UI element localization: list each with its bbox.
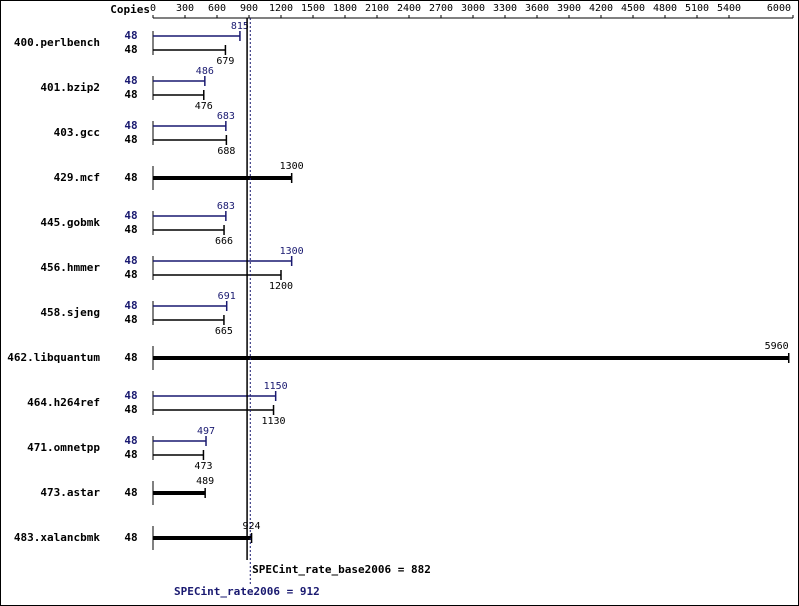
x-tick-label: 5100 xyxy=(685,3,709,14)
x-axis-label: Copies xyxy=(110,3,150,16)
copies: 48 xyxy=(124,448,137,461)
x-tick-label: 3300 xyxy=(493,3,517,14)
copies: 48 xyxy=(124,531,137,544)
copies: 48 xyxy=(124,299,137,312)
peak-label: SPECint_rate2006 = 912 xyxy=(174,585,320,598)
copies: 48 xyxy=(124,268,137,281)
copies: 48 xyxy=(124,29,137,42)
x-tick-label: 3900 xyxy=(557,3,581,14)
copies: 48 xyxy=(124,43,137,56)
copies: 48 xyxy=(124,434,137,447)
benchmark-name: 471.omnetpp xyxy=(27,441,100,454)
x-tick-label: 3000 xyxy=(461,3,485,14)
value-label: 688 xyxy=(217,146,235,157)
x-tick-label: 5400 xyxy=(717,3,741,14)
x-tick-label: 4200 xyxy=(589,3,613,14)
x-tick-label: 3600 xyxy=(525,3,549,14)
copies: 48 xyxy=(124,133,137,146)
benchmark-name: 400.perlbench xyxy=(14,36,100,49)
copies: 48 xyxy=(124,171,137,184)
benchmark-name: 429.mcf xyxy=(54,171,100,184)
value-label: 665 xyxy=(215,326,233,337)
x-tick-label: 300 xyxy=(176,3,194,14)
x-tick-label: 600 xyxy=(208,3,226,14)
x-tick-label: 1800 xyxy=(333,3,357,14)
benchmark-name: 462.libquantum xyxy=(7,351,100,364)
copies: 48 xyxy=(124,223,137,236)
value-label: 489 xyxy=(196,476,214,487)
copies: 48 xyxy=(124,119,137,132)
copies: 48 xyxy=(124,254,137,267)
value-label: 1150 xyxy=(264,381,288,392)
copies: 48 xyxy=(124,389,137,402)
x-tick-label: 4800 xyxy=(653,3,677,14)
value-label: 924 xyxy=(243,521,261,532)
value-label: 679 xyxy=(216,56,234,67)
value-label: 1200 xyxy=(269,281,293,292)
copies: 48 xyxy=(124,486,137,499)
copies: 48 xyxy=(124,209,137,222)
x-tick-label: 4500 xyxy=(621,3,645,14)
value-label: 683 xyxy=(217,201,235,212)
benchmark-name: 403.gcc xyxy=(54,126,100,139)
copies: 48 xyxy=(124,403,137,416)
x-tick-label: 2100 xyxy=(365,3,389,14)
x-tick-label: 1200 xyxy=(269,3,293,14)
value-label: 1130 xyxy=(261,416,285,427)
x-tick-label: 0 xyxy=(150,3,156,14)
value-label: 486 xyxy=(196,66,214,77)
base-label: SPECint_rate_base2006 = 882 xyxy=(252,563,431,576)
copies: 48 xyxy=(124,351,137,364)
value-label: 683 xyxy=(217,111,235,122)
benchmark-name: 473.astar xyxy=(40,486,100,499)
copies: 48 xyxy=(124,88,137,101)
value-label: 497 xyxy=(197,426,215,437)
benchmark-name: 445.gobmk xyxy=(40,216,100,229)
x-tick-label: 2400 xyxy=(397,3,421,14)
value-label: 476 xyxy=(195,101,213,112)
value-label: 1300 xyxy=(280,161,304,172)
x-tick-label: 6000 xyxy=(767,3,791,14)
copies: 48 xyxy=(124,74,137,87)
value-label: 5960 xyxy=(765,341,789,352)
value-label: 691 xyxy=(218,291,236,302)
x-tick-label: 1500 xyxy=(301,3,325,14)
benchmark-name: 456.hmmer xyxy=(40,261,100,274)
value-label: 473 xyxy=(194,461,212,472)
value-label: 815 xyxy=(231,21,249,32)
benchmark-name: 464.h264ref xyxy=(27,396,100,409)
value-label: 666 xyxy=(215,236,233,247)
benchmark-name: 483.xalancbmk xyxy=(14,531,100,544)
benchmark-name: 458.sjeng xyxy=(40,306,100,319)
x-tick-label: 900 xyxy=(240,3,258,14)
value-label: 1300 xyxy=(280,246,304,257)
copies: 48 xyxy=(124,313,137,326)
x-tick-label: 2700 xyxy=(429,3,453,14)
benchmark-name: 401.bzip2 xyxy=(40,81,100,94)
